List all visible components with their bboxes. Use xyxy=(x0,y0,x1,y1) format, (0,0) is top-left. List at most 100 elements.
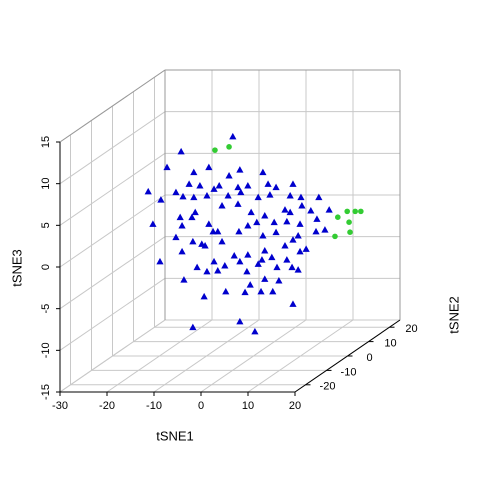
point xyxy=(254,260,262,267)
z-tick-label: -10 xyxy=(40,342,52,358)
point xyxy=(209,227,217,235)
point xyxy=(218,202,226,209)
point xyxy=(254,193,262,201)
point xyxy=(344,208,351,215)
y-tick-label: 20 xyxy=(405,323,417,335)
point xyxy=(234,200,242,207)
point xyxy=(272,183,280,191)
point xyxy=(294,266,302,273)
point xyxy=(257,287,265,295)
point xyxy=(312,227,320,235)
point xyxy=(302,245,310,252)
point xyxy=(286,192,294,199)
point xyxy=(296,247,304,255)
point xyxy=(156,257,164,265)
point xyxy=(198,240,206,247)
point xyxy=(229,132,237,140)
point xyxy=(283,217,291,225)
point xyxy=(234,183,242,191)
point xyxy=(193,263,201,271)
point xyxy=(332,233,338,240)
z-axis-title: tSNE3 xyxy=(9,249,24,287)
point xyxy=(307,207,315,214)
point xyxy=(289,236,297,243)
point xyxy=(214,227,222,235)
point xyxy=(185,180,193,187)
y-tick-label: 10 xyxy=(384,338,396,350)
point xyxy=(346,219,352,225)
point xyxy=(172,233,180,241)
point xyxy=(210,185,218,192)
x-tick-label: -30 xyxy=(52,400,68,412)
point xyxy=(205,163,213,171)
point xyxy=(246,281,254,288)
x-tick-label: 20 xyxy=(289,400,301,412)
point xyxy=(261,247,269,254)
point xyxy=(321,226,329,233)
point xyxy=(230,252,238,259)
grid-line xyxy=(59,236,166,310)
x-tick-label: -20 xyxy=(99,400,115,412)
point xyxy=(226,144,232,150)
point xyxy=(268,253,276,261)
x-tick-label: -10 xyxy=(146,400,162,412)
point xyxy=(203,192,211,199)
point xyxy=(297,193,305,201)
point xyxy=(358,208,364,215)
point xyxy=(289,300,297,307)
point xyxy=(236,257,244,265)
point xyxy=(325,206,333,213)
point xyxy=(247,208,255,216)
point xyxy=(189,323,197,331)
point xyxy=(281,242,289,249)
point xyxy=(178,222,186,229)
z-tick-label: -5 xyxy=(40,304,52,314)
x-axis-title: tSNE1 xyxy=(156,428,194,443)
z-tick-label: 15 xyxy=(40,136,52,148)
z-tick-label: 0 xyxy=(40,264,52,270)
point xyxy=(149,220,157,227)
point xyxy=(236,166,244,173)
grid-line xyxy=(59,194,166,268)
point xyxy=(203,267,211,275)
grid-line xyxy=(59,319,166,393)
point xyxy=(190,168,198,176)
point xyxy=(281,206,289,213)
point xyxy=(236,317,244,325)
z-tick-label: -15 xyxy=(40,384,52,400)
point xyxy=(218,237,226,245)
point xyxy=(313,215,321,222)
point xyxy=(347,229,353,235)
point xyxy=(210,257,218,265)
point xyxy=(315,193,323,201)
point xyxy=(235,227,243,235)
point xyxy=(273,263,281,271)
point xyxy=(259,168,267,176)
point xyxy=(221,262,229,269)
point xyxy=(157,196,165,203)
point xyxy=(212,147,218,153)
point xyxy=(289,180,297,187)
point xyxy=(225,172,233,179)
point xyxy=(244,251,252,258)
y-axis-title: tSNE2 xyxy=(446,296,461,334)
point xyxy=(275,277,283,284)
point xyxy=(244,222,252,229)
point xyxy=(200,292,208,300)
point xyxy=(352,208,358,215)
point xyxy=(296,220,304,227)
y-tick-label: 0 xyxy=(366,352,372,364)
point xyxy=(163,163,171,171)
point xyxy=(258,256,266,263)
point xyxy=(188,213,196,221)
point xyxy=(243,267,251,275)
point xyxy=(270,218,278,226)
x-tick-label: 0 xyxy=(198,400,204,412)
point xyxy=(288,263,296,271)
point xyxy=(177,147,185,155)
grid-line xyxy=(59,152,166,226)
point xyxy=(261,275,269,282)
point xyxy=(272,228,280,236)
point xyxy=(261,212,269,219)
